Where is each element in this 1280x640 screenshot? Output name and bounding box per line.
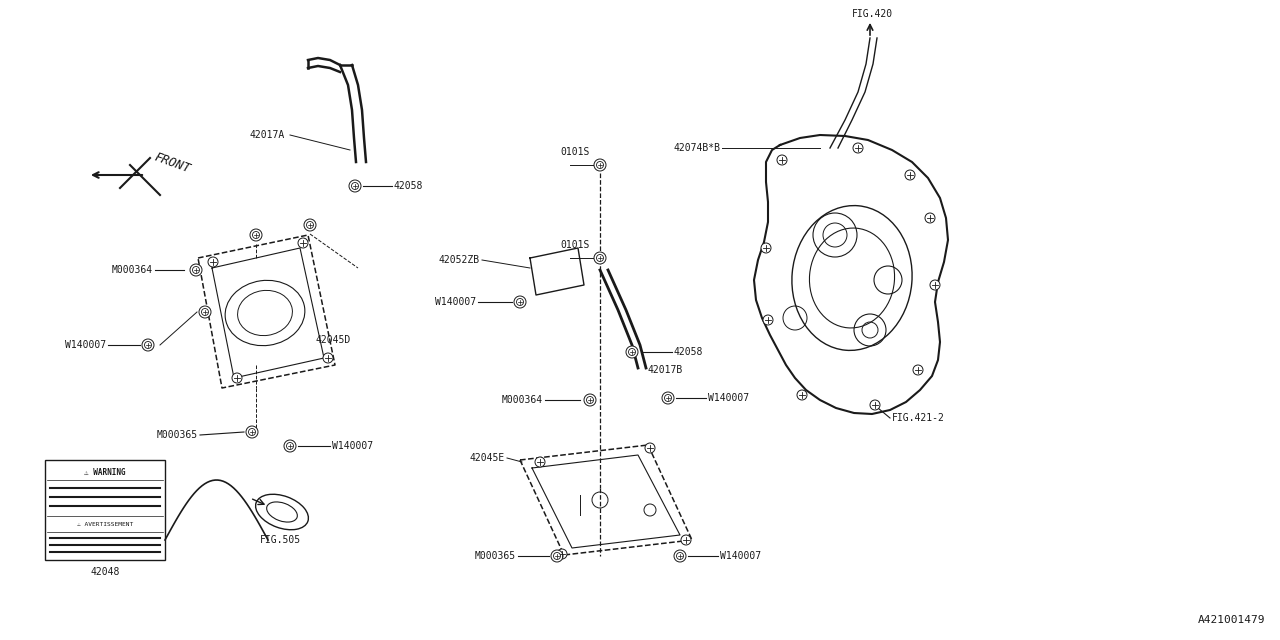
Circle shape — [584, 394, 596, 406]
Circle shape — [852, 143, 863, 153]
Circle shape — [763, 315, 773, 325]
Circle shape — [252, 232, 260, 239]
Text: 42058: 42058 — [675, 347, 704, 357]
Circle shape — [664, 394, 672, 401]
Text: A421001479: A421001479 — [1198, 615, 1265, 625]
Circle shape — [250, 229, 262, 241]
Text: FIG.421-2: FIG.421-2 — [892, 413, 945, 423]
Circle shape — [248, 429, 256, 435]
Text: 42017B: 42017B — [648, 365, 684, 375]
Text: W140007: W140007 — [332, 441, 374, 451]
Circle shape — [535, 457, 545, 467]
Circle shape — [662, 392, 675, 404]
Text: W140007: W140007 — [708, 393, 749, 403]
Circle shape — [232, 373, 242, 383]
Text: 42074B*B: 42074B*B — [673, 143, 719, 153]
Text: W140007: W140007 — [435, 297, 476, 307]
Circle shape — [142, 339, 154, 351]
Circle shape — [246, 426, 259, 438]
Circle shape — [797, 390, 806, 400]
Circle shape — [925, 213, 934, 223]
Circle shape — [870, 400, 881, 410]
Text: ⚠ AVERTISSEMENT: ⚠ AVERTISSEMENT — [77, 522, 133, 527]
Circle shape — [323, 353, 333, 363]
Circle shape — [349, 180, 361, 192]
Circle shape — [145, 342, 151, 349]
Circle shape — [198, 306, 211, 318]
Circle shape — [675, 550, 686, 562]
Circle shape — [905, 170, 915, 180]
Circle shape — [777, 155, 787, 165]
Circle shape — [515, 296, 526, 308]
Text: M000364: M000364 — [502, 395, 543, 405]
Circle shape — [201, 308, 209, 316]
Text: 42045D: 42045D — [315, 335, 351, 345]
Text: 42058: 42058 — [394, 181, 424, 191]
Text: M000365: M000365 — [475, 551, 516, 561]
Circle shape — [913, 365, 923, 375]
Circle shape — [298, 238, 308, 248]
Circle shape — [594, 159, 605, 171]
Text: 0101S: 0101S — [561, 147, 589, 157]
Text: 42052ZB: 42052ZB — [439, 255, 480, 265]
Circle shape — [645, 443, 655, 453]
Circle shape — [287, 442, 293, 449]
Text: 42048: 42048 — [91, 567, 120, 577]
Text: FIG.420: FIG.420 — [852, 9, 893, 19]
Circle shape — [586, 397, 594, 403]
Circle shape — [594, 252, 605, 264]
Circle shape — [207, 257, 218, 267]
Circle shape — [762, 243, 771, 253]
Text: W140007: W140007 — [65, 340, 106, 350]
Circle shape — [626, 346, 637, 358]
Circle shape — [306, 221, 314, 228]
Circle shape — [192, 266, 200, 273]
Text: ⚠ WARNING: ⚠ WARNING — [84, 467, 125, 477]
Circle shape — [677, 552, 684, 559]
Text: M000365: M000365 — [157, 430, 198, 440]
Circle shape — [352, 182, 358, 189]
Text: W140007: W140007 — [719, 551, 762, 561]
Text: M000364: M000364 — [111, 265, 154, 275]
Text: 42045E: 42045E — [470, 453, 506, 463]
Circle shape — [189, 264, 202, 276]
Circle shape — [596, 161, 603, 168]
Circle shape — [681, 535, 691, 545]
Circle shape — [517, 298, 524, 305]
Circle shape — [931, 280, 940, 290]
Text: 0101S: 0101S — [561, 240, 589, 250]
Bar — [45, 460, 165, 560]
Text: 42017A: 42017A — [250, 130, 285, 140]
Circle shape — [596, 255, 603, 262]
Circle shape — [628, 349, 635, 355]
Circle shape — [550, 550, 563, 562]
Circle shape — [284, 440, 296, 452]
Circle shape — [553, 552, 561, 559]
Text: FIG.505: FIG.505 — [260, 535, 301, 545]
Text: FRONT: FRONT — [152, 151, 192, 176]
Circle shape — [557, 549, 567, 559]
Circle shape — [305, 219, 316, 231]
